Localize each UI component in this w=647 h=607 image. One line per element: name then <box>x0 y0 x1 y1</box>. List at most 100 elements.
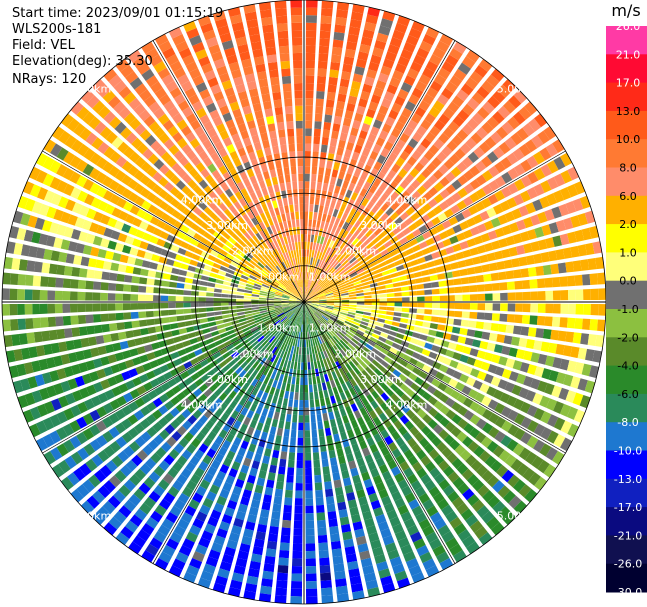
ray-gate <box>388 373 398 383</box>
ray-gate <box>398 323 408 329</box>
ray-gate <box>325 198 331 208</box>
ray-gate <box>85 314 94 324</box>
range-ring-label: 2.00km <box>334 245 376 258</box>
ray-gate <box>345 318 354 324</box>
ray-gate <box>555 219 567 232</box>
ray-gate <box>462 156 474 168</box>
ray-gate <box>375 218 384 227</box>
ray-gate <box>502 511 517 526</box>
ray-gate <box>297 158 304 167</box>
ray-gate <box>426 505 439 517</box>
ray-gate <box>330 259 337 267</box>
ray-gate <box>395 246 405 254</box>
ray-gate <box>534 226 545 238</box>
ray-gate <box>380 446 390 457</box>
ray-gate <box>207 316 216 322</box>
ray-gate <box>373 329 382 336</box>
ray-gate <box>361 397 370 407</box>
ray-gate <box>497 84 511 98</box>
ray-gate <box>368 101 379 112</box>
ray-gate <box>557 330 567 342</box>
ray-gate <box>537 211 548 224</box>
ray-gate <box>346 453 355 463</box>
ray-gate <box>272 503 282 513</box>
ray-gate <box>165 258 175 266</box>
ray-gate <box>388 152 398 163</box>
ray-gate <box>432 389 443 399</box>
ray-gate <box>296 135 303 144</box>
ray-gate <box>317 336 323 345</box>
ray-gate <box>566 317 576 329</box>
ray-gate <box>516 463 529 477</box>
ray-gate <box>433 138 445 150</box>
ray-gate <box>344 241 352 249</box>
ray-gate <box>455 344 465 353</box>
ray-gate <box>305 113 313 121</box>
ray-gate <box>422 231 432 240</box>
ray-gate <box>367 340 376 347</box>
ray-gate <box>453 318 462 326</box>
ray-gate <box>315 368 320 377</box>
ray-gate <box>423 315 432 322</box>
ray-gate <box>123 321 133 330</box>
ray-gate <box>92 314 102 323</box>
ray-gate <box>284 98 293 107</box>
ray-gate <box>393 259 403 267</box>
ray-gate <box>182 340 191 348</box>
ray-gate <box>190 308 199 314</box>
ray-gate <box>441 447 453 459</box>
ray-gate <box>276 15 288 24</box>
ray-gate <box>378 182 388 192</box>
ray-gate <box>385 339 394 346</box>
ray-gate <box>337 194 344 204</box>
ray-gate <box>348 269 357 276</box>
ray-gate <box>39 290 48 301</box>
ray-gate <box>335 9 349 19</box>
ray-gate <box>160 295 169 302</box>
ray-gate <box>366 375 375 384</box>
ray-gate <box>331 426 339 435</box>
ray-gate <box>384 158 394 169</box>
ray-gate <box>131 320 140 328</box>
ray-gate <box>328 207 334 216</box>
ray-gate <box>134 258 144 267</box>
ray-gate <box>523 243 533 254</box>
ray-gate <box>304 188 310 197</box>
ray-gate <box>352 277 361 283</box>
ray-gate <box>465 454 477 467</box>
ray-gate <box>348 309 357 313</box>
ray-gate <box>432 492 445 504</box>
ray-gate <box>287 467 295 476</box>
ray-gate <box>513 193 525 206</box>
ray-gate <box>324 289 333 294</box>
ray-gate <box>345 380 353 390</box>
ray-gate <box>325 396 331 406</box>
ray-gate <box>398 373 408 383</box>
ray-gate <box>414 218 424 228</box>
ray-gate <box>375 276 385 282</box>
ray-gate <box>341 304 350 307</box>
ray-gate <box>360 90 371 101</box>
ray-gate <box>428 407 439 418</box>
ray-gate <box>537 459 550 474</box>
ray-gate <box>264 108 274 118</box>
ray-gate <box>363 358 371 366</box>
ray-gate <box>550 329 560 341</box>
ray-gate <box>321 587 333 596</box>
ray-gate <box>182 256 191 264</box>
ray-gate <box>70 315 79 325</box>
ray-gate <box>330 200 336 209</box>
ray-gate <box>520 431 532 445</box>
ray-gate <box>397 537 410 549</box>
ray-gate <box>394 62 407 74</box>
ray-gate <box>389 556 403 568</box>
ray-gate <box>486 252 496 262</box>
ray-gate <box>448 378 459 388</box>
ray-gate <box>214 283 223 289</box>
ray-gate <box>305 520 315 529</box>
ray-gate <box>349 299 357 302</box>
ray-gate <box>339 187 347 196</box>
range-ring-label: 4.00km <box>181 399 223 412</box>
ray-gate <box>360 361 368 369</box>
ray-gate <box>504 211 515 223</box>
